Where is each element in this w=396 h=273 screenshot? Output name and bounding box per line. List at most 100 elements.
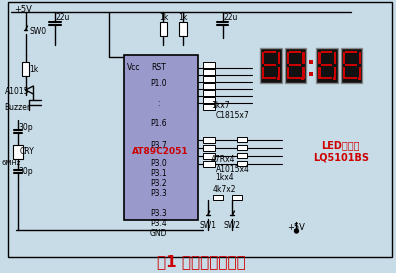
Bar (21, 62, 29, 76)
Text: P3.3: P3.3 (150, 188, 167, 197)
Bar (265, 77, 276, 79)
Bar (265, 51, 276, 54)
Text: LED：共阳: LED：共阳 (322, 140, 360, 150)
Bar (203, 153, 215, 159)
Bar (237, 137, 247, 142)
Bar (277, 77, 280, 80)
Text: +5V: +5V (14, 4, 32, 13)
Bar (232, 195, 242, 200)
Bar (262, 52, 265, 64)
Bar (289, 64, 301, 66)
Text: 6MHz: 6MHz (1, 160, 21, 166)
Bar (345, 64, 357, 66)
Bar (179, 22, 187, 36)
Text: 22u: 22u (56, 13, 70, 22)
Bar (320, 51, 333, 54)
Bar (203, 145, 215, 151)
Text: P3.3: P3.3 (150, 209, 167, 218)
Text: 4k7x2: 4k7x2 (213, 185, 236, 194)
Bar (160, 22, 168, 36)
Bar (341, 48, 362, 83)
Text: P3.0: P3.0 (150, 159, 167, 168)
Bar (358, 52, 361, 64)
Bar (203, 104, 215, 110)
Text: C1815x7: C1815x7 (215, 111, 249, 120)
Circle shape (295, 229, 299, 233)
Bar (203, 90, 215, 96)
Bar (213, 195, 223, 200)
Bar (303, 67, 305, 79)
Text: LQ5101BS: LQ5101BS (313, 153, 369, 163)
Bar (203, 76, 215, 82)
Bar (237, 153, 247, 158)
Bar (309, 60, 313, 64)
Bar (203, 97, 215, 103)
Text: P3.1: P3.1 (150, 168, 167, 177)
Bar (203, 137, 215, 143)
Bar (203, 69, 215, 75)
Text: P3.7: P3.7 (150, 141, 167, 150)
Text: +5V: +5V (287, 224, 305, 233)
Text: 1k: 1k (179, 13, 188, 22)
Bar (343, 52, 345, 64)
Bar (358, 67, 361, 79)
Bar (345, 77, 357, 79)
Bar (265, 64, 276, 66)
Bar (13, 145, 23, 159)
Bar (343, 67, 345, 79)
Text: 47Rx4: 47Rx4 (210, 156, 235, 165)
Text: A1015x4: A1015x4 (215, 165, 249, 174)
Bar (320, 64, 333, 66)
Text: CRY: CRY (20, 147, 35, 156)
Text: 1kx4: 1kx4 (215, 174, 234, 182)
Text: AT89C2051: AT89C2051 (132, 147, 189, 156)
Text: A1015: A1015 (6, 88, 30, 96)
Bar (309, 72, 313, 76)
Bar (303, 52, 305, 64)
Bar (203, 62, 215, 68)
Bar (289, 51, 301, 54)
Bar (334, 52, 336, 64)
Bar (262, 67, 265, 79)
Bar (318, 52, 321, 64)
Bar (287, 52, 289, 64)
Bar (318, 67, 321, 79)
Text: 图1 时钟电路原理图: 图1 时钟电路原理图 (156, 254, 245, 269)
Text: 22u: 22u (223, 13, 238, 22)
Text: GND: GND (150, 229, 167, 238)
Bar (278, 67, 280, 79)
Text: 30p: 30p (18, 123, 33, 132)
Bar (285, 48, 307, 83)
Bar (237, 145, 247, 150)
Bar (203, 83, 215, 89)
Text: Vcc: Vcc (127, 63, 141, 72)
Text: 1kx7: 1kx7 (211, 100, 230, 109)
Text: SW2: SW2 (224, 221, 241, 230)
Bar (289, 77, 301, 79)
Text: 30p: 30p (18, 167, 33, 176)
Text: SW1: SW1 (199, 221, 216, 230)
Bar (334, 67, 336, 79)
Bar (287, 67, 289, 79)
Bar (203, 161, 215, 167)
Text: P3.4: P3.4 (150, 218, 167, 227)
Bar (301, 77, 305, 80)
Text: 1k: 1k (29, 64, 38, 73)
Text: P1.0: P1.0 (150, 79, 167, 88)
Bar (124, 55, 198, 220)
Text: P1.6: P1.6 (150, 118, 167, 127)
Bar (320, 77, 333, 79)
Text: RST: RST (151, 63, 166, 72)
Text: SW0: SW0 (29, 28, 47, 37)
Text: 1k: 1k (159, 13, 168, 22)
Bar (333, 77, 336, 80)
Text: P3.2: P3.2 (150, 179, 167, 188)
Bar (345, 51, 357, 54)
Text: Buzzer: Buzzer (5, 103, 31, 112)
Bar (260, 48, 282, 83)
Bar (316, 48, 338, 83)
Text: :: : (157, 99, 160, 108)
Bar (358, 77, 360, 80)
Bar (237, 161, 247, 166)
Bar (278, 52, 280, 64)
